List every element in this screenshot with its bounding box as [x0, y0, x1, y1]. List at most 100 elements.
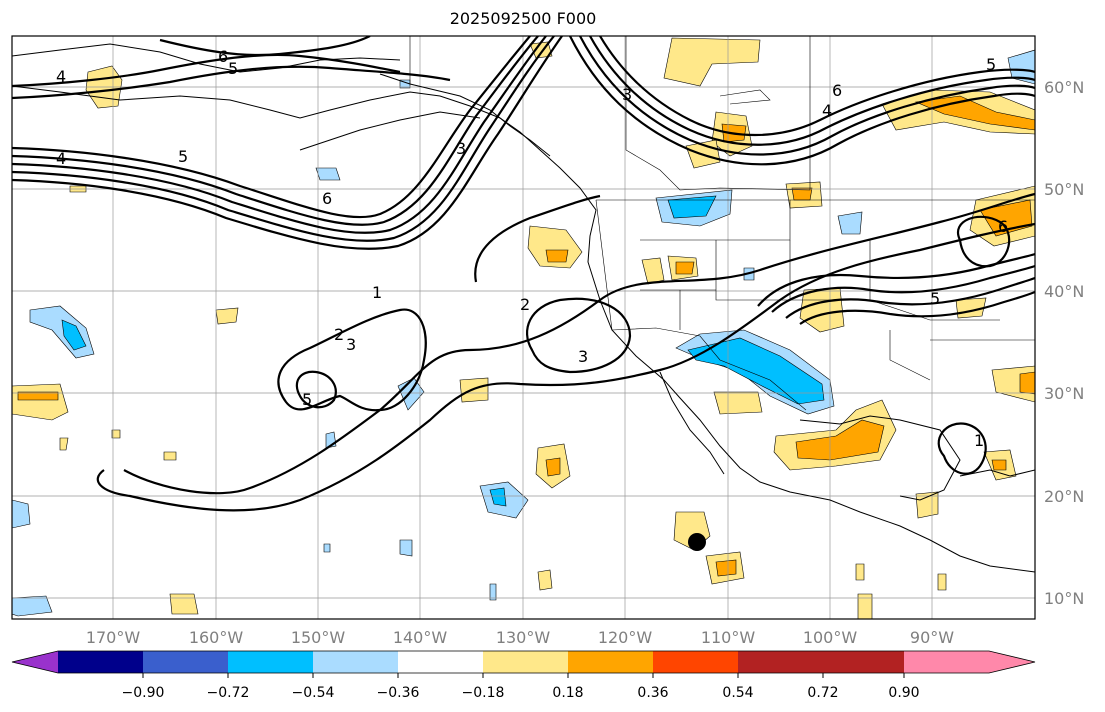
colorbar-tick-label: 0.90 [888, 685, 919, 701]
positive-anomaly-region [641, 257, 665, 285]
colorbar-tick-label: −0.72 [207, 685, 250, 701]
colorbar: −0.90 −0.72 −0.54 −0.36 −0.18 0.18 0.36 … [11, 650, 1036, 701]
positive-anomaly-region [855, 563, 865, 581]
lon-label: 160°W [189, 628, 244, 647]
negative-anomaly-region [489, 487, 507, 507]
lon-label: 140°W [393, 628, 448, 647]
colorbar-segment [143, 651, 229, 673]
lat-label: 30°N [1044, 384, 1084, 403]
latitude-labels: 60°N 50°N 40°N 30°N 20°N 10°N [1044, 78, 1084, 608]
lon-label: 120°W [598, 628, 653, 647]
lat-label: 50°N [1044, 180, 1084, 199]
colorbar-tick-label: −0.18 [462, 685, 505, 701]
negative-anomaly-region [1007, 49, 1035, 85]
colorbar-segment [58, 651, 144, 673]
lat-label: 10°N [1044, 589, 1084, 608]
contour-label: 6 [218, 47, 228, 66]
contour-label: 6 [322, 189, 332, 208]
negative-anomaly-region [687, 337, 825, 405]
colorbar-segment [313, 651, 399, 673]
positive-anomaly-region [59, 437, 69, 451]
colorbar-tick-label: 0.18 [552, 685, 583, 701]
strong-positive-anomaly-region [675, 261, 695, 275]
colorbar-tick-label: −0.36 [377, 685, 420, 701]
positive-anomaly-region [713, 391, 763, 415]
contour-label: 6 [998, 217, 1008, 236]
negative-anomaly-region [12, 499, 31, 529]
colorbar-tick-label: −0.90 [122, 685, 165, 701]
storm-center-marker [688, 533, 706, 551]
positive-anomaly-region [857, 593, 873, 619]
lon-label: 150°W [291, 628, 346, 647]
lon-label: 90°W [910, 628, 954, 647]
colorbar-segment [398, 651, 484, 673]
contour-label: 3 [578, 347, 588, 366]
colorbar-segment [904, 651, 990, 673]
colorbar-segment [228, 651, 314, 673]
positive-anomaly-region [937, 573, 947, 591]
colorbar-tick-label: 0.72 [807, 685, 838, 701]
positive-anomaly-region [12, 383, 69, 421]
contour-label: 1 [372, 283, 382, 302]
negative-anomaly-region [61, 319, 87, 351]
colorbar-tick-label: 0.54 [722, 685, 753, 701]
colorbar-segment [823, 651, 909, 673]
negative-anomaly-region [837, 211, 863, 235]
lat-label: 60°N [1044, 78, 1084, 97]
political-borders [409, 36, 1035, 411]
positive-anomaly-region [111, 429, 121, 439]
geopotential-contours [12, 36, 1035, 512]
contour-label: 4 [822, 101, 832, 120]
map-frame [11, 35, 1036, 620]
positive-anomaly-region [527, 225, 583, 269]
strong-positive-anomaly-region [1019, 371, 1035, 395]
strong-positive-anomaly-region [545, 457, 561, 477]
negative-anomaly-region [667, 195, 717, 219]
colorbar-extend-high [989, 651, 1035, 673]
strong-positive-anomaly-region [795, 419, 885, 461]
colorbar-tick-label: −0.54 [292, 685, 335, 701]
contour-label: 2 [520, 295, 530, 314]
positive-anomaly-region [163, 451, 177, 461]
contour-label: 5 [178, 147, 188, 166]
strong-positive-anomaly-region [545, 249, 569, 263]
contour-label: 3 [456, 139, 466, 158]
positive-anomaly-region [537, 569, 553, 591]
colorbar-tick-label: 0.36 [637, 685, 668, 701]
longitude-labels: 170°W 160°W 150°W 140°W 130°W 120°W 110°… [86, 628, 954, 647]
map-title: 2025092500 F000 [449, 9, 597, 28]
contour-label: 2 [334, 325, 344, 344]
contour-label: 3 [622, 85, 632, 104]
negative-anomaly-region [399, 539, 413, 557]
positive-anomaly-region [169, 593, 199, 615]
strong-positive-anomaly-region [17, 391, 59, 401]
contour-label: 5 [986, 55, 996, 74]
strong-positive-anomaly-region [991, 459, 1007, 471]
lon-label: 130°W [496, 628, 551, 647]
graticule [12, 36, 1035, 619]
positive-anomaly-region [915, 491, 939, 519]
contour-label: 4 [56, 67, 66, 86]
contour-label: 6 [832, 81, 842, 100]
colorbar-segment [483, 651, 569, 673]
contour-label: 3 [346, 335, 356, 354]
strong-positive-anomaly-region [715, 559, 737, 577]
contour-labels: 4 6 5 4 5 6 3 5 3 6 4 5 6 1 2 3 2 3 5 1 [56, 47, 1008, 450]
contour-label: 5 [302, 390, 312, 409]
contour-label: 5 [228, 59, 238, 78]
colorbar-segment [738, 651, 824, 673]
colorbar-extend-low [12, 651, 58, 673]
contour-label: 4 [56, 149, 66, 168]
negative-anomaly-region [323, 543, 331, 553]
lat-label: 20°N [1044, 487, 1084, 506]
colorbar-segment [568, 651, 654, 673]
negative-anomaly-region [315, 167, 341, 181]
negative-anomaly-region [12, 595, 53, 617]
colorbar-segment [653, 651, 739, 673]
positive-anomaly-region [663, 37, 761, 87]
contour-label: 1 [974, 431, 984, 450]
lon-label: 100°W [803, 628, 858, 647]
lon-label: 170°W [86, 628, 141, 647]
lon-label: 110°W [701, 628, 756, 647]
